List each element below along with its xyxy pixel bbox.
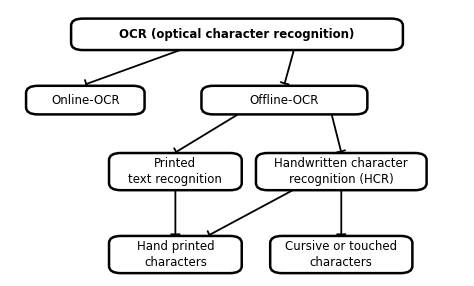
FancyBboxPatch shape (201, 86, 367, 114)
FancyBboxPatch shape (256, 153, 427, 190)
Text: OCR (optical character recognition): OCR (optical character recognition) (119, 28, 355, 41)
Text: Offline-OCR: Offline-OCR (250, 94, 319, 107)
Text: Online-OCR: Online-OCR (51, 94, 119, 107)
FancyBboxPatch shape (26, 86, 145, 114)
FancyBboxPatch shape (109, 153, 242, 190)
FancyBboxPatch shape (109, 236, 242, 273)
FancyBboxPatch shape (71, 19, 403, 50)
FancyBboxPatch shape (270, 236, 412, 273)
Text: Hand printed
characters: Hand printed characters (137, 240, 214, 269)
Text: Printed
text recognition: Printed text recognition (128, 157, 222, 186)
Text: Cursive or touched
characters: Cursive or touched characters (285, 240, 397, 269)
Text: Handwritten character
recognition (HCR): Handwritten character recognition (HCR) (274, 157, 408, 186)
